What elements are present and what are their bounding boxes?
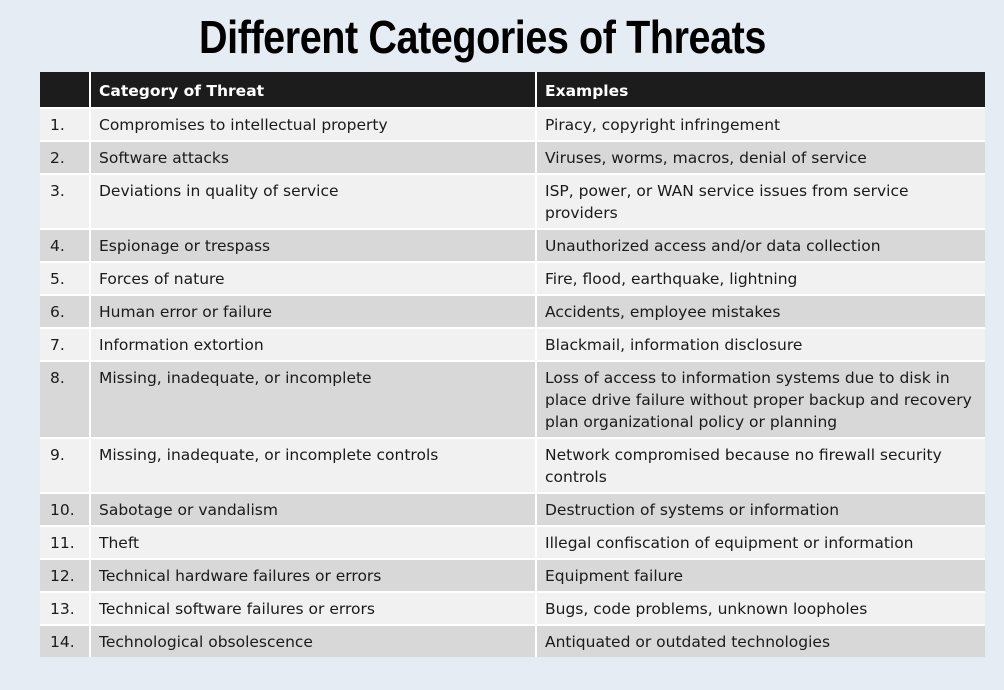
row-category: Missing, inadequate, or incomplete — [89, 360, 536, 438]
row-category: Technical hardware failures or errors — [89, 558, 536, 592]
row-examples: Fire, flood, earthquake, lightning — [535, 261, 985, 295]
row-category: Technical software failures or errors — [89, 591, 536, 625]
row-category: Technological obsolescence — [89, 624, 536, 657]
table-row: 12. Technical hardware failures or errors… — [40, 558, 985, 592]
row-category: Theft — [89, 525, 536, 559]
row-examples: Antiquated or outdated technologies — [535, 624, 985, 657]
row-number: 14. — [40, 624, 90, 657]
row-category: Sabotage or vandalism — [89, 492, 536, 526]
table-row: 6. Human error or failure Accidents, emplo… — [40, 294, 985, 328]
row-examples: Equipment failure — [535, 558, 985, 592]
row-examples: Loss of access to information systems du… — [535, 360, 985, 438]
header-category: Category of Threat — [89, 72, 536, 108]
page-title: Different Categories of Threats — [198, 11, 766, 63]
table-row: 9. Missing, inadequate, or incomplete con… — [40, 437, 985, 493]
threats-table: Category of Threat Examples 1. Compromise… — [40, 72, 985, 657]
row-examples: Network compromised because no firewall … — [535, 437, 985, 493]
row-number: 5. — [40, 261, 90, 295]
row-category: Espionage or trespass — [89, 228, 536, 262]
row-category: Human error or failure — [89, 294, 536, 328]
header-examples: Examples — [535, 72, 985, 108]
row-category: Compromises to intellectual property — [89, 107, 536, 141]
table-row: 5. Forces of nature Fire, flood, earthquak… — [40, 261, 985, 295]
header-number — [40, 72, 90, 108]
table-row: 3. Deviations in quality of service ISP, p… — [40, 173, 985, 229]
table-header-row: Category of Threat Examples — [40, 72, 985, 108]
row-category: Missing, inadequate, or incomplete contr… — [89, 437, 536, 493]
row-examples: Destruction of systems or information — [535, 492, 985, 526]
row-number: 6. — [40, 294, 90, 328]
table-row: 13. Technical software failures or errors… — [40, 591, 985, 625]
row-category: Software attacks — [89, 140, 536, 174]
table-row: 7. Information extortion Blackmail, inform… — [40, 327, 985, 361]
row-number: 2. — [40, 140, 90, 174]
row-number: 12. — [40, 558, 90, 592]
row-number: 8. — [40, 360, 90, 438]
row-number: 7. — [40, 327, 90, 361]
row-number: 10. — [40, 492, 90, 526]
row-examples: ISP, power, or WAN service issues from s… — [535, 173, 985, 229]
row-number: 3. — [40, 173, 90, 229]
row-examples: Bugs, code problems, unknown loopholes — [535, 591, 985, 625]
row-number: 4. — [40, 228, 90, 262]
row-category: Deviations in quality of service — [89, 173, 536, 229]
table-row: 10. Sabotage or vandalism Destruction of s… — [40, 492, 985, 526]
table-row: 1. Compromises to intellectual property Pi… — [40, 107, 985, 141]
table-row: 8. Missing, inadequate, or incomplete Loss… — [40, 360, 985, 438]
row-number: 9. — [40, 437, 90, 493]
row-category: Forces of nature — [89, 261, 536, 295]
table-row: 11. Theft Illegal confiscation of equipmen… — [40, 525, 985, 559]
row-examples: Viruses, worms, macros, denial of servic… — [535, 140, 985, 174]
row-examples: Blackmail, information disclosure — [535, 327, 985, 361]
row-number: 1. — [40, 107, 90, 141]
row-category: Information extortion — [89, 327, 536, 361]
row-examples: Piracy, copyright infringement — [535, 107, 985, 141]
table-row: 14. Technological obsolescence Antiquated … — [40, 624, 985, 657]
row-examples: Unauthorized access and/or data collecti… — [535, 228, 985, 262]
row-examples: Illegal confiscation of equipment or inf… — [535, 525, 985, 559]
table-row: 2. Software attacks Viruses, worms, macros… — [40, 140, 985, 174]
row-number: 11. — [40, 525, 90, 559]
row-examples: Accidents, employee mistakes — [535, 294, 985, 328]
row-number: 13. — [40, 591, 90, 625]
table-row: 4. Espionage or trespass Unauthorized acce… — [40, 228, 985, 262]
